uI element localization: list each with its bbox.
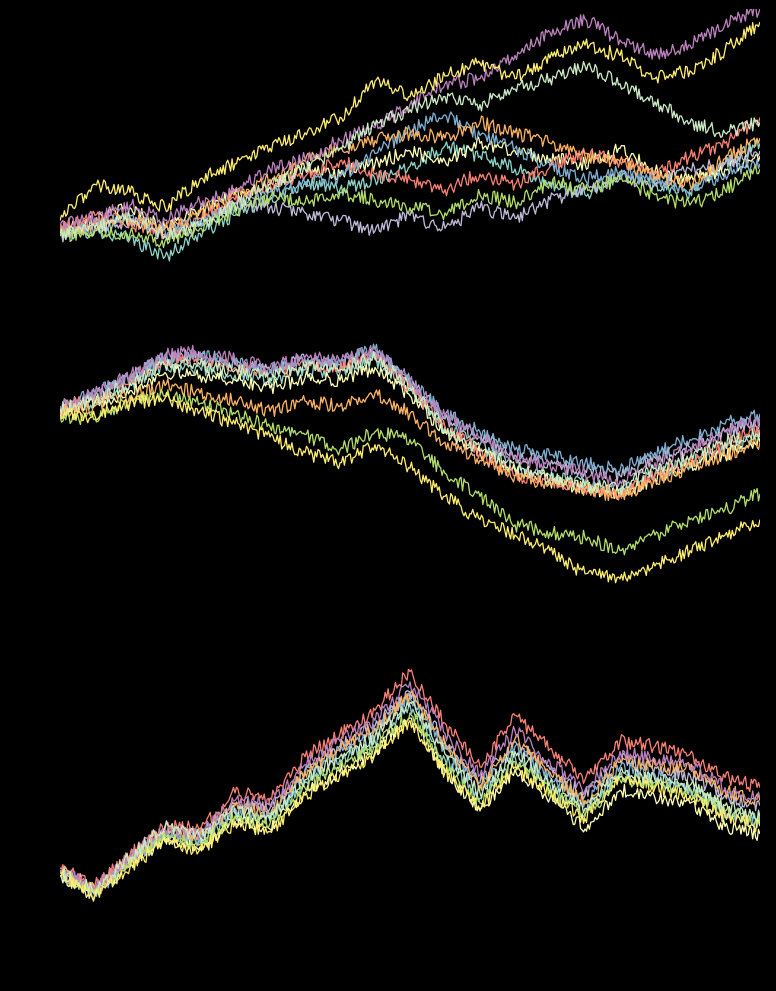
- series-line-6: [60, 378, 760, 502]
- series-line-6: [60, 115, 760, 237]
- subplot-2-plot-area: [60, 339, 760, 597]
- subplot-1-plot-area: [60, 9, 760, 267]
- series-line-9: [60, 60, 760, 241]
- subplot-1: [60, 9, 760, 267]
- series-line-10: [60, 392, 760, 584]
- series-line-8: [60, 681, 760, 889]
- subplot-3-plot-area: [60, 669, 760, 927]
- series-line-8: [60, 9, 760, 231]
- series-line-10: [60, 719, 760, 902]
- subplot-2: [60, 339, 760, 597]
- series-line-2: [60, 717, 760, 899]
- series-line-7: [60, 712, 760, 896]
- series-line-8: [60, 344, 760, 487]
- subplot-3: [60, 669, 760, 927]
- series-line-9: [60, 350, 760, 496]
- series-line-2: [60, 364, 760, 500]
- series-line-2: [60, 136, 760, 235]
- series-line-10: [60, 21, 760, 221]
- series-line-9: [60, 700, 760, 894]
- series-line-7: [60, 164, 760, 249]
- series-line-5: [60, 111, 760, 238]
- series-line-7: [60, 389, 760, 556]
